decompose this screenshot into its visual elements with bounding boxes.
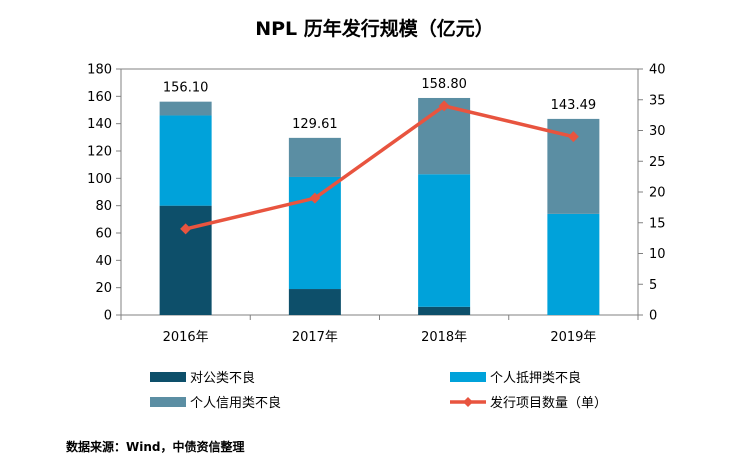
right-axis-tick-label: 5: [649, 278, 657, 293]
bar-segment: [418, 174, 471, 307]
legend-label: 个人信用类不良: [190, 395, 281, 411]
total-labels: 156.10 129.61 158.80 143.49: [163, 77, 596, 132]
left-axis-tick-label: 80: [95, 199, 112, 214]
legend-line-marker: [463, 397, 473, 407]
right-axis-tick-label: 35: [649, 93, 666, 108]
left-axis-tick-label: 160: [87, 90, 112, 105]
chart-title: NPL 历年发行规模（亿元）: [255, 18, 494, 40]
line-point-marker: [180, 223, 192, 235]
left-axis-tick-label: 40: [95, 254, 112, 269]
bar-segment: [288, 289, 341, 315]
legend-label: 个人抵押类不良: [490, 370, 581, 386]
legend-swatch: [150, 397, 186, 407]
left-axis-tick-label: 100: [87, 172, 112, 187]
bar-total-label: 129.61: [292, 117, 338, 132]
line-point-marker: [309, 192, 321, 204]
x-axis-category-label: 2019年: [550, 330, 596, 345]
bar-segment: [288, 137, 341, 177]
right-axis: 0 5 10 15 20 25 30 35 40: [638, 63, 666, 324]
left-axis: 0 20 40 60 80 100 120 140 160 180: [87, 63, 639, 324]
x-axis-category-label: 2018年: [421, 330, 467, 345]
bar-segment: [159, 115, 212, 206]
legend-swatch: [450, 372, 486, 382]
legend-label: 对公类不良: [190, 370, 255, 386]
left-axis-tick-label: 120: [87, 145, 112, 160]
right-axis-tick-label: 25: [649, 155, 666, 170]
left-axis-tick-label: 20: [95, 281, 112, 296]
right-axis-tick-label: 15: [649, 216, 666, 231]
bar-total-label: 143.49: [551, 98, 597, 113]
source-note: 数据来源：Wind，中债资信整理: [66, 440, 245, 454]
line-point-marker: [438, 100, 450, 112]
left-axis-tick-label: 0: [104, 309, 112, 324]
right-axis-tick-label: 40: [649, 63, 666, 78]
left-axis-tick-label: 180: [87, 63, 112, 78]
bar-segment: [159, 101, 212, 116]
legend-swatch: [150, 372, 186, 382]
right-axis-tick-label: 0: [649, 309, 657, 324]
left-axis-tick-label: 140: [87, 117, 112, 132]
bar-segment: [547, 213, 600, 315]
line-series: [180, 100, 579, 235]
bar-series: [159, 97, 600, 315]
right-axis-tick-label: 20: [649, 186, 666, 201]
right-axis-tick-label: 10: [649, 247, 666, 262]
bar-segment: [418, 306, 471, 315]
line-series-path: [185, 104, 574, 231]
right-axis-tick-label: 30: [649, 124, 666, 139]
left-axis-tick-label: 60: [95, 227, 112, 242]
bar-total-label: 158.80: [421, 77, 467, 92]
bar-total-label: 156.10: [163, 81, 209, 96]
x-axis-category-label: 2016年: [163, 330, 209, 345]
x-axis-labels: 2016年 2017年 2018年 2019年: [163, 330, 597, 345]
x-axis-category-label: 2017年: [292, 330, 338, 345]
line-point-marker: [567, 131, 579, 143]
bar-segment: [159, 205, 212, 315]
legend-label: 发行项目数量（单）: [490, 395, 607, 411]
